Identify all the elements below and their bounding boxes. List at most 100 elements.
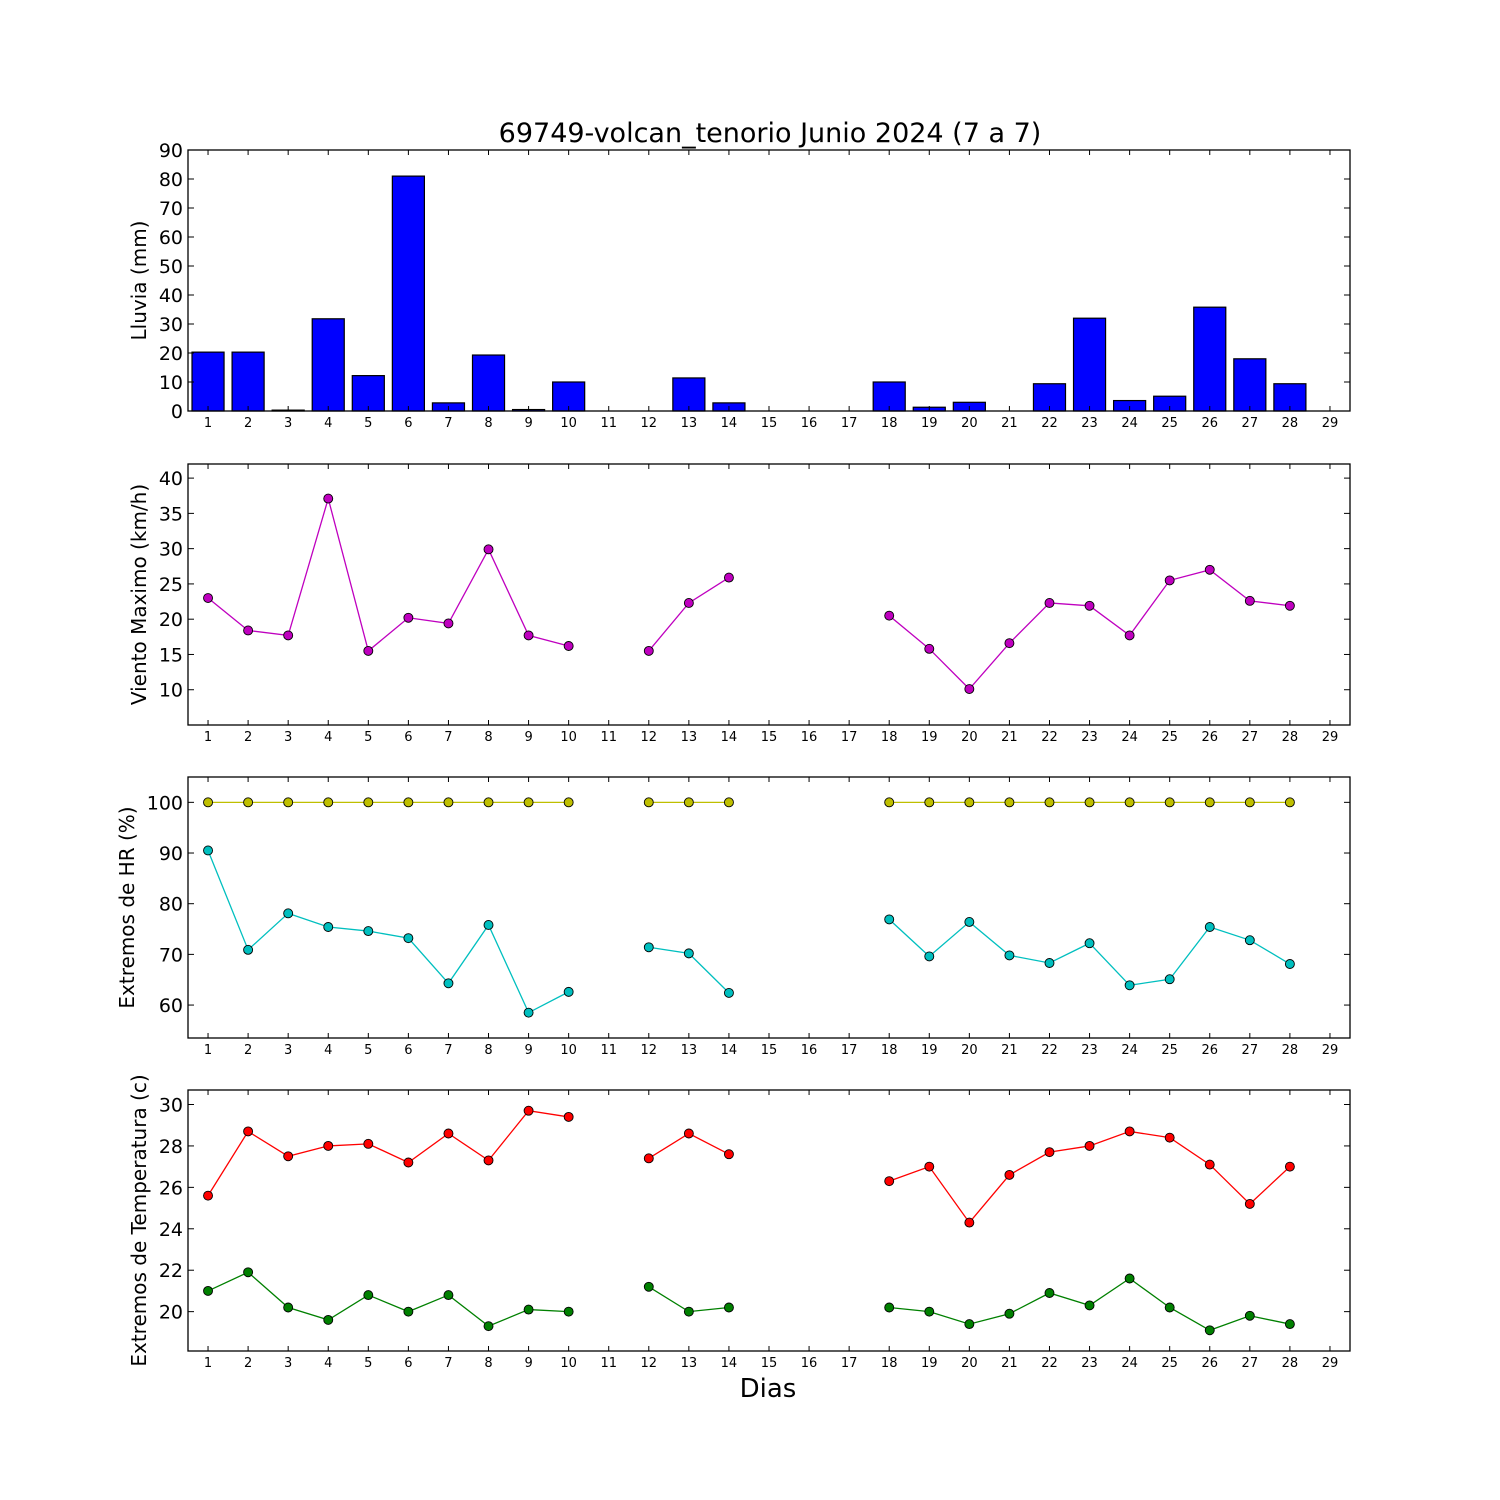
data-point [403,1306,414,1317]
y-tick-label: 10 [159,680,183,702]
x-tick-label: 9 [524,730,532,745]
x-tick-label: 2 [244,730,252,745]
y-tick-label: 60 [159,227,183,249]
y-tick-label: 50 [159,256,183,278]
data-point [323,922,334,932]
data-point [283,630,294,641]
data-point [1044,958,1055,968]
data-point [523,1007,534,1018]
data-point [1244,935,1255,946]
data-point [203,845,213,856]
series-line [207,1110,569,1196]
x-tick-label: 1 [204,1043,212,1058]
data-point [1124,1273,1135,1284]
data-point [523,1105,534,1116]
bar [1072,317,1107,412]
x-tick-label: 13 [681,1356,698,1371]
data-point [884,1302,895,1313]
x-tick-label: 18 [881,1356,898,1371]
data-point [563,1306,574,1317]
bar [351,375,385,412]
data-point [563,797,574,808]
x-tick-label: 3 [284,416,292,431]
x-tick-label: 19 [921,416,938,431]
x-tick-label: 28 [1282,416,1299,431]
y-tick-label: 70 [159,198,183,220]
x-tick-label: 25 [1161,1356,1178,1371]
y-tick-label: 100 [147,792,183,814]
data-point [203,1285,213,1296]
y-tick-label: 26 [159,1177,183,1199]
data-point [203,1190,213,1201]
y-tick-label: 40 [159,285,183,307]
x-tick-label: 17 [841,1043,858,1058]
x-tick-label: 3 [284,1356,292,1371]
data-point [924,797,935,808]
data-point [243,625,254,636]
x-tick-label: 10 [560,1043,577,1058]
series-line [207,1271,569,1327]
bar [471,354,506,412]
data-point [643,1153,654,1164]
x-tick-label: 16 [801,730,818,745]
plot-area [188,777,1350,1038]
x-tick-label: 3 [284,1043,292,1058]
x-tick-label: 10 [560,1356,577,1371]
bar [391,175,426,412]
x-tick-label: 29 [1322,730,1339,745]
x-tick-label: 7 [444,416,452,431]
y-tick-label: 24 [159,1219,183,1241]
data-point [283,908,294,919]
data-point [1124,797,1135,808]
panel-1: 1 2 3 4 5 6 7 8 9 10 11 12 13 14 15 16 17 18 19 20 21 22 23 24 2… [127,140,1351,431]
x-tick-label: 8 [484,416,492,431]
y-tick-label: 80 [159,894,183,916]
data-point [403,797,414,808]
x-tick-label: 3 [284,730,292,745]
x-tick-label: 15 [761,1356,778,1371]
data-point [1244,1310,1255,1321]
y-tick-label: 40 [159,468,183,490]
x-tick-label: 22 [1041,730,1058,745]
data-point [563,1111,574,1122]
data-point [283,797,294,808]
plot-area [188,464,1350,725]
data-point [884,914,895,925]
x-tick-label: 11 [600,1356,617,1371]
y-tick-label: 25 [159,574,183,596]
data-point [483,1155,494,1166]
x-tick-label: 18 [881,416,898,431]
data-point [203,797,213,808]
data-point [243,1126,254,1137]
panel-3: 1 2 3 4 5 6 7 8 9 10 11 12 13 14 15 16 17 18 19 20 21 22 23 24 2… [115,776,1351,1058]
data-point [243,1267,254,1278]
x-tick-label: 17 [841,1356,858,1371]
data-point [1244,1198,1255,1209]
data-point [1004,1169,1015,1180]
y-axis-label: Lluvia (mm) [127,221,151,341]
data-point [884,1176,895,1187]
x-tick-label: 24 [1121,1356,1138,1371]
data-point [1204,1325,1215,1336]
x-tick-label: 4 [324,1043,332,1058]
x-tick-label: 4 [324,416,332,431]
x-tick-label: 12 [641,416,658,431]
x-tick-label: 2 [244,1043,252,1058]
x-tick-label: 14 [721,730,738,745]
data-point [323,1314,334,1325]
y-tick-label: 90 [159,843,183,865]
plot-area [188,150,1350,411]
x-tick-label: 16 [801,1043,818,1058]
x-tick-label: 15 [761,1043,778,1058]
y-tick-label: 60 [159,995,183,1017]
x-tick-label: 18 [881,730,898,745]
x-tick-label: 15 [761,730,778,745]
x-tick-label: 12 [641,1356,658,1371]
y-tick-label: 20 [159,1302,183,1324]
x-tick-label: 13 [681,1043,698,1058]
x-tick-label: 6 [404,1356,412,1371]
x-tick-label: 21 [1001,416,1018,431]
data-point [683,948,694,959]
data-point [443,618,454,629]
x-tick-label: 14 [721,416,738,431]
